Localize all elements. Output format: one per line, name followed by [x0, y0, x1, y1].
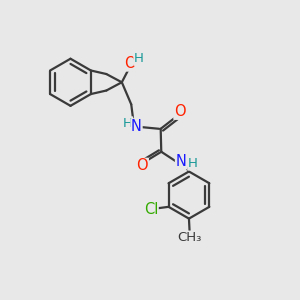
Text: O: O	[174, 104, 186, 119]
Text: Cl: Cl	[144, 202, 158, 217]
Text: H: H	[188, 157, 198, 170]
Text: N: N	[131, 119, 142, 134]
Text: H: H	[134, 52, 144, 65]
Text: H: H	[123, 117, 133, 130]
Text: N: N	[176, 154, 186, 169]
Text: O: O	[124, 56, 135, 71]
Text: O: O	[136, 158, 148, 173]
Text: CH₃: CH₃	[177, 231, 202, 244]
